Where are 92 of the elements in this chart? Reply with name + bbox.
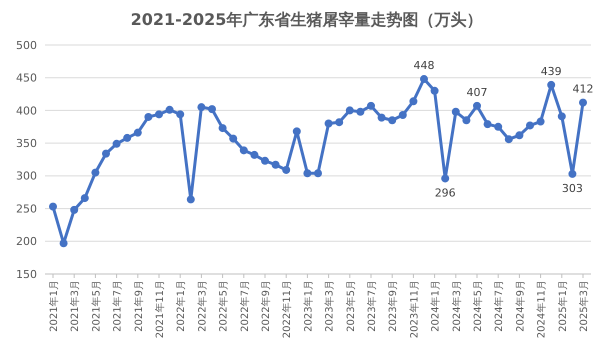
point — [568, 170, 576, 178]
point — [303, 169, 312, 178]
x-tick-label: 2023年3月 — [324, 280, 336, 332]
point — [134, 128, 142, 137]
point — [80, 194, 89, 202]
point — [494, 122, 502, 131]
point — [515, 131, 524, 140]
point — [420, 75, 428, 84]
point — [314, 169, 322, 178]
x-tick-label: 2025年1月 — [556, 280, 569, 332]
x-tick-label: 2023年1月 — [302, 280, 314, 332]
point — [367, 102, 375, 110]
point — [112, 140, 121, 148]
point — [547, 80, 556, 89]
x-tick-label: 2021年9月 — [132, 280, 145, 332]
x-tick-label: 2021年7月 — [112, 280, 124, 332]
x-tick-label: 2024年5月 — [472, 280, 484, 332]
x-tick-label: 2022年5月 — [218, 280, 230, 332]
point — [536, 118, 545, 126]
data-label: 448 — [414, 59, 434, 72]
point — [70, 206, 78, 214]
point — [176, 110, 184, 118]
x-tick-label: 2022年11月 — [281, 280, 294, 338]
y-tick-label: 500 — [16, 38, 37, 52]
data-label: 439 — [540, 64, 562, 78]
x-tick-label: 2022年7月 — [238, 280, 251, 332]
point — [558, 112, 566, 120]
x-tick-label: 2023年7月 — [366, 280, 378, 332]
point — [218, 124, 227, 132]
point — [409, 97, 418, 106]
point — [462, 116, 470, 124]
x-tick-label: 2023年5月 — [344, 280, 357, 332]
y-tick-label: 150 — [16, 268, 37, 281]
point — [346, 106, 354, 114]
data-label: 296 — [434, 186, 456, 200]
point — [356, 108, 364, 116]
point — [49, 202, 57, 211]
point — [261, 156, 269, 165]
point — [430, 86, 439, 95]
x-tick-label: 2021年1月 — [48, 280, 60, 332]
x-tick-label: 2022年9月 — [260, 280, 272, 332]
x-tick-label: 2021年3月 — [69, 280, 82, 332]
point — [282, 166, 290, 174]
data-label: 303 — [562, 182, 583, 195]
x-tick-label: 2024年11月 — [536, 280, 548, 338]
data-label: 412 — [572, 82, 594, 96]
x-tick-label: 2024年1月 — [430, 280, 442, 332]
point — [155, 110, 163, 118]
y-tick-label: 300 — [16, 170, 37, 183]
x-tick-label: 2025年3月 — [578, 280, 590, 332]
point — [398, 111, 407, 120]
y-tick-label: 450 — [16, 72, 37, 85]
point — [91, 168, 100, 177]
chart-title: 2021-2025年广东省生猪屠宰量走势图（万头） — [130, 10, 482, 29]
point — [186, 195, 195, 204]
point — [240, 146, 248, 154]
point — [102, 150, 110, 158]
point — [250, 150, 258, 159]
point — [441, 174, 450, 182]
x-tick-label: 2024年7月 — [493, 280, 506, 332]
y-tick-label: 250 — [16, 202, 37, 216]
point — [452, 108, 460, 116]
point — [60, 239, 68, 248]
point — [335, 118, 344, 126]
point — [197, 103, 206, 112]
x-tick-label: 2024年3月 — [450, 280, 463, 332]
point — [484, 120, 492, 128]
x-tick-label: 2023年9月 — [387, 280, 400, 332]
y-tick-label: 400 — [16, 104, 37, 118]
point — [292, 127, 301, 136]
point — [579, 98, 587, 107]
x-tick-label: 2022年3月 — [196, 280, 208, 332]
point — [166, 106, 174, 114]
x-tick-label: 2021年5月 — [90, 280, 102, 332]
point — [473, 102, 481, 110]
point — [123, 134, 132, 142]
point — [229, 134, 238, 143]
point — [272, 160, 280, 169]
y-tick-label: 200 — [16, 235, 37, 248]
data-label: 407 — [466, 86, 488, 99]
x-tick-label: 2021年11月 — [154, 280, 166, 338]
y-tick-label: 350 — [16, 136, 37, 150]
point — [526, 121, 534, 130]
point — [144, 112, 152, 121]
point — [324, 120, 333, 128]
point — [378, 114, 386, 122]
x-tick-label: 2022年1月 — [175, 280, 188, 332]
x-tick-label: 2024年9月 — [514, 280, 526, 332]
x-tick-label: 2023年11月 — [408, 280, 420, 338]
point — [504, 135, 513, 144]
point — [208, 105, 216, 114]
point — [388, 116, 396, 124]
